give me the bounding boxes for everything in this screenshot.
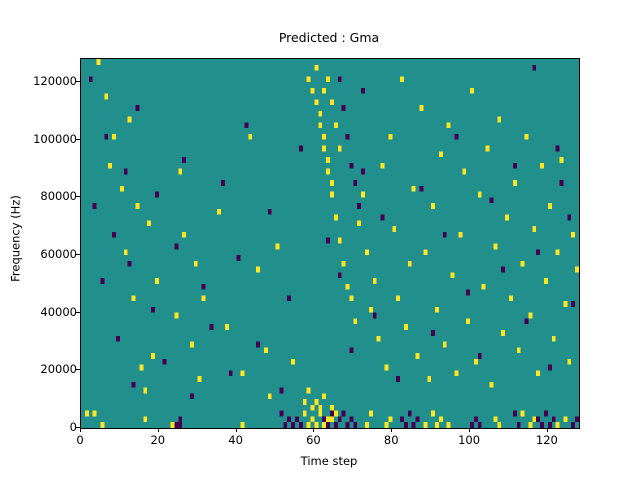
y-tick-label: 80000 [40,189,77,204]
x-tick-mark [158,428,159,432]
x-tick-label: 80 [383,433,399,447]
y-tick-mark [76,139,80,140]
x-tick-label: 120 [535,433,558,447]
x-tick-label: 40 [228,433,243,447]
x-tick-label: 20 [150,433,166,447]
y-tick-label: 20000 [40,362,77,377]
y-tick-label: 60000 [40,247,77,262]
x-tick-mark [547,428,548,432]
chart-title: Predicted : Gma [278,30,380,45]
x-tick-mark [391,428,392,432]
x-tick-mark [236,428,237,432]
y-tick-label: 0 [69,420,77,434]
y-tick-label: 100000 [33,131,77,146]
x-tick-mark [469,428,470,432]
y-tick-mark [76,81,80,82]
y-tick-mark [76,369,80,370]
x-tick-mark [80,428,81,432]
x-axis-label: Time step [300,454,358,468]
x-tick-label: 0 [76,433,84,447]
y-tick-mark [76,427,80,428]
x-tick-mark [313,428,314,432]
y-tick-mark [76,254,80,255]
x-tick-label: 60 [306,433,321,447]
y-tick-label: 120000 [33,74,77,89]
y-tick-mark [76,312,80,313]
x-tick-label: 100 [458,433,481,447]
y-tick-mark [76,196,80,197]
heatmap-plot-area[interactable] [80,58,580,429]
y-tick-label: 40000 [40,304,77,319]
y-axis-label: Frequency (Hz) [8,195,23,282]
heatmap-image [81,59,579,428]
